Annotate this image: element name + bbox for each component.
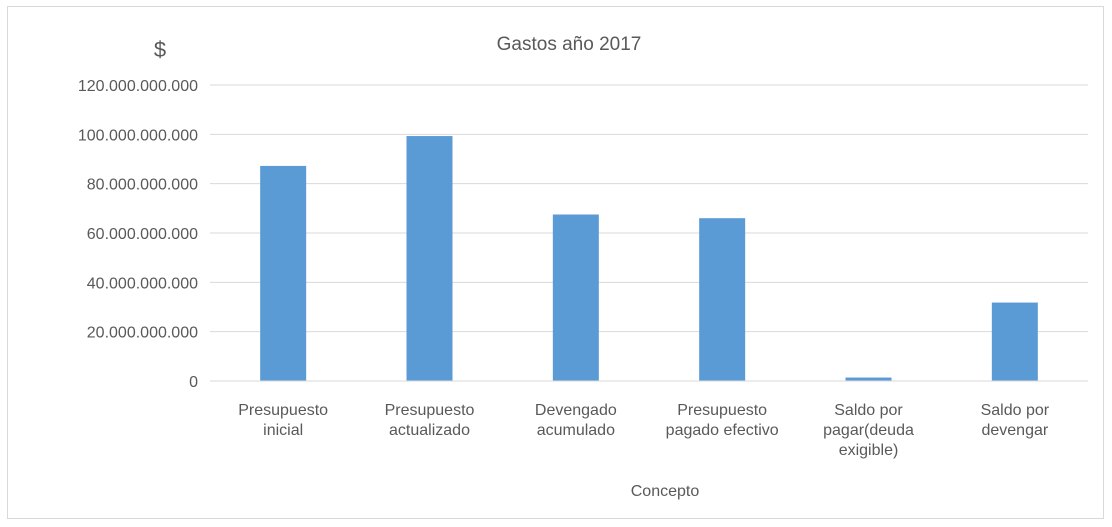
x-axis-categories: Presupuesto inicial Presupuesto actualizado…	[238, 402, 1050, 459]
x-category-label: Presupuesto actualizado	[385, 402, 475, 439]
x-category-label: Saldo por pagar(deuda exigible)	[823, 402, 914, 459]
x-category-label: Presupuesto pagado efectivo	[666, 402, 779, 439]
y-tick-label: 20.000.000.000	[87, 325, 198, 342]
bar	[552, 214, 599, 381]
y-tick-label: 100.000.000.000	[78, 127, 198, 144]
y-tick-label: 80.000.000.000	[87, 177, 198, 194]
bar	[845, 377, 892, 381]
x-category-label: Presupuesto inicial	[238, 402, 328, 439]
bar	[991, 302, 1038, 381]
bar	[260, 165, 307, 381]
y-tick-label: 120.000.000.000	[78, 78, 198, 95]
bar	[699, 218, 746, 381]
y-tick-label: 60.000.000.000	[87, 226, 198, 243]
x-category-label: Devengado acumulado	[535, 402, 617, 439]
bar	[406, 136, 453, 381]
bars	[260, 136, 1038, 381]
y-axis-label: $	[154, 37, 166, 62]
x-axis-label: Concepto	[631, 483, 700, 500]
gridlines	[210, 84, 1088, 333]
chart-title: Gastos año 2017	[497, 34, 642, 55]
x-category-label: Saldo por devengar	[981, 402, 1050, 439]
y-axis-ticks: 0 20.000.000.000 40.000.000.000 60.000.000.…	[78, 78, 198, 391]
y-tick-label: 40.000.000.000	[87, 275, 198, 292]
y-tick-label: 0	[189, 374, 198, 391]
